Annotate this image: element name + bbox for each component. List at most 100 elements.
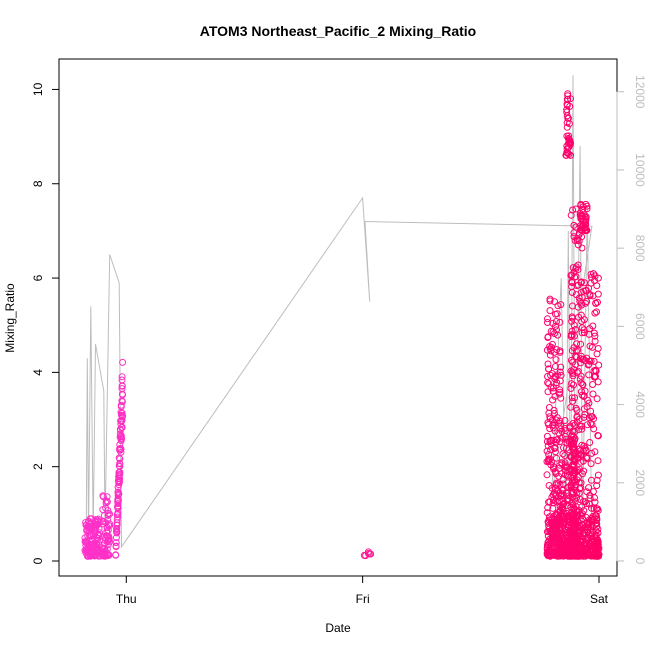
data-point — [592, 531, 600, 539]
data-point — [545, 451, 553, 458]
data-point — [116, 430, 124, 438]
data-point — [571, 435, 579, 442]
data-point — [544, 542, 552, 549]
data-point — [562, 464, 570, 472]
data-point — [559, 487, 566, 494]
data-point — [552, 531, 560, 539]
data-point — [544, 319, 551, 326]
data-point — [545, 380, 553, 388]
data-point — [562, 151, 570, 159]
data-point — [578, 301, 586, 309]
data-point — [586, 292, 594, 300]
data-point — [117, 433, 125, 441]
data-point — [571, 478, 579, 486]
data-point — [117, 445, 125, 453]
data-point — [559, 450, 567, 458]
data-point — [585, 284, 593, 292]
data-point — [551, 444, 559, 451]
data-point — [587, 532, 595, 540]
data-point — [574, 266, 582, 274]
data-point — [573, 235, 581, 243]
data-point — [100, 512, 108, 520]
data-point — [569, 445, 577, 452]
data-point — [549, 424, 557, 432]
data-point — [572, 352, 580, 360]
x-tick-label: Thu — [116, 592, 137, 606]
data-point — [118, 409, 126, 417]
data-point — [563, 101, 571, 109]
data-point — [594, 274, 602, 282]
data-point — [572, 326, 580, 333]
data-point — [570, 446, 578, 454]
data-point — [593, 308, 600, 316]
data-point — [549, 504, 557, 512]
data-point — [594, 540, 602, 548]
data-point — [116, 459, 124, 467]
data-point — [116, 455, 124, 463]
data-point — [568, 490, 576, 498]
data-point — [118, 382, 126, 390]
data-point — [567, 272, 575, 279]
data-point — [105, 551, 113, 559]
data-point — [590, 357, 598, 365]
data-point — [552, 381, 560, 389]
x-tick-label: Fri — [356, 592, 370, 606]
y-tick-label: 4 — [31, 369, 45, 376]
data-point — [115, 479, 123, 487]
data-point — [589, 390, 597, 398]
data-point — [593, 282, 601, 290]
data-point — [360, 551, 368, 559]
data-point — [82, 521, 90, 529]
data-point — [582, 286, 590, 294]
data-point — [364, 548, 372, 556]
data-point — [568, 331, 576, 339]
data-point — [557, 363, 565, 371]
data-point — [573, 413, 581, 421]
data-point — [577, 372, 585, 380]
data-point — [562, 543, 570, 551]
data-point — [546, 295, 554, 303]
data-point — [549, 491, 557, 499]
data-point — [590, 415, 598, 423]
data-point — [573, 340, 581, 348]
data-point — [549, 396, 557, 404]
data-point — [546, 351, 554, 359]
data-point — [559, 501, 567, 509]
data-point — [118, 412, 126, 420]
data-point — [579, 222, 587, 230]
data-point — [569, 461, 577, 469]
data-point — [91, 527, 99, 535]
data-point — [544, 315, 551, 323]
data-point — [546, 307, 554, 315]
data-point — [117, 417, 125, 425]
data-point — [569, 501, 577, 509]
data-point — [549, 387, 557, 395]
data-point — [103, 498, 111, 506]
data-point — [592, 300, 600, 307]
data-point — [569, 469, 577, 477]
y-right-tick-label: 6000 — [633, 313, 647, 340]
data-point — [591, 309, 599, 317]
data-point — [581, 279, 588, 287]
data-point — [94, 520, 102, 528]
data-point — [579, 381, 587, 389]
x-tick-label: Sat — [590, 592, 609, 606]
data-point — [589, 512, 597, 520]
data-point — [556, 318, 564, 326]
data-point — [551, 373, 559, 381]
data-point — [593, 482, 601, 490]
data-point — [579, 522, 587, 529]
data-point — [568, 380, 576, 388]
data-point — [583, 533, 591, 541]
data-point — [114, 488, 122, 496]
data-point — [563, 132, 571, 140]
data-point — [114, 495, 122, 503]
data-point — [543, 509, 551, 517]
data-point — [581, 411, 589, 419]
data-point — [583, 455, 591, 462]
data-point — [543, 447, 551, 455]
data-point — [563, 108, 571, 116]
data-point — [112, 539, 120, 547]
data-point — [572, 514, 580, 521]
data-point — [592, 372, 599, 380]
